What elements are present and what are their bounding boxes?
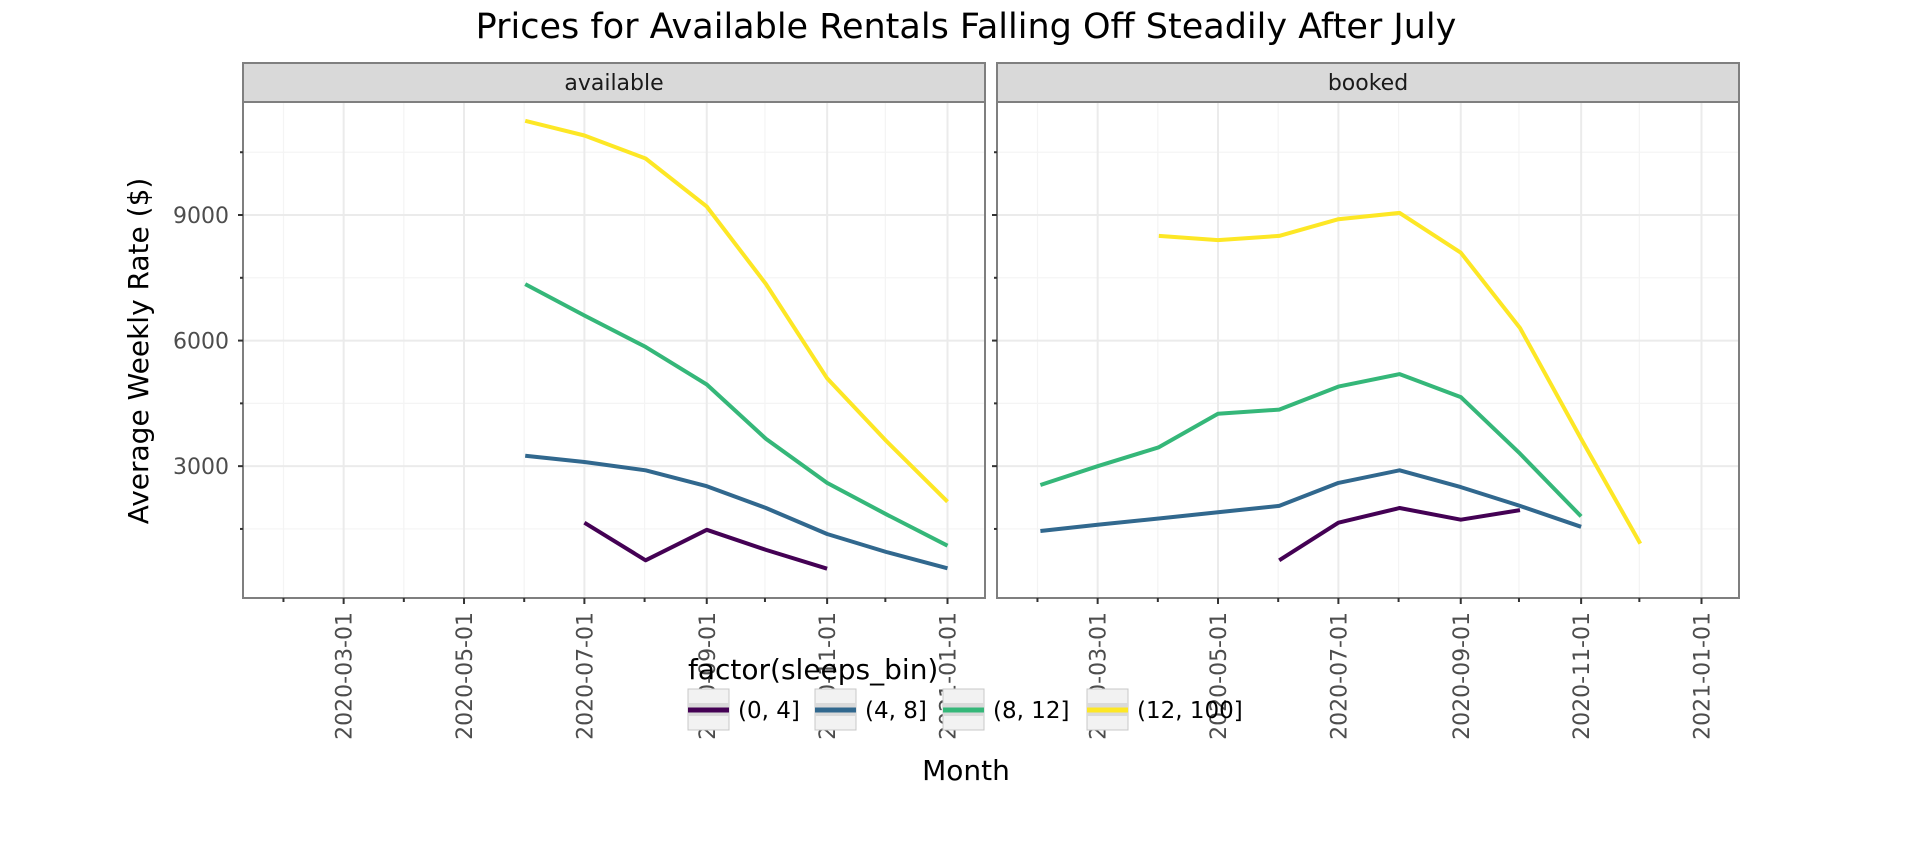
series-line-booked-12-100 [1158,210,1643,545]
facet-panels: available 3000 6000 9000 2020-03-01 2020-05-0… [173,62,1740,740]
facet-strip-label: available [564,71,663,96]
series-line-available-4-8 [524,453,949,571]
y-tick-label: 6000 [173,330,229,355]
facet-strip-label: booked [1328,71,1408,96]
series-line-booked-8-12 [1039,372,1583,518]
facet-strip [996,62,1740,103]
series-line-available-0-4 [583,520,828,571]
panel-background [243,102,985,598]
y-tick-label: 3000 [173,455,229,480]
x-tick-label: 2020-07-01 [573,612,598,740]
chart-title: Prices for Available Rentals Falling Off… [476,7,1457,47]
series-line-booked-0-4 [1278,506,1521,562]
legend-item-8-12: (8, 12] [942,688,1069,731]
x-tick-label: 2020-11-01 [1570,612,1595,740]
legend-label: (8, 12] [993,698,1069,724]
series-line-available-12-100 [524,118,949,504]
legend-label: (12, 100] [1137,698,1243,724]
legend-item-12-100: (12, 100] [1086,688,1243,731]
x-tick-label: 2020-03-01 [333,612,358,740]
x-tick-label: 2020-05-01 [1207,612,1232,740]
x-tick-label: 2020-07-01 [1327,612,1352,740]
legend-item-0-4: (0, 4] [687,688,800,731]
legend-label: (4, 8] [865,698,927,724]
x-tick-label: 2020-09-01 [1450,612,1475,740]
y-tick-label: 9000 [173,204,229,229]
series-line-booked-4-8 [1040,468,1582,533]
y-axis-title: Average Weekly Rate ($) [122,178,155,525]
facet-strip [242,62,986,103]
legend-label: (0, 4] [738,698,800,724]
legend: factor(sleeps_bin) (0, 4] (4, 8] (8, 12] (1… [687,653,1243,731]
panel-border [242,101,986,599]
series-line-available-8-12 [524,282,949,548]
legend-title: factor(sleeps_bin) [688,653,938,686]
legend-item-4-8: (4, 8] [814,688,927,731]
facet-available: available 3000 6000 9000 2020-03-01 2020-05-0… [173,62,986,740]
x-axis-title: Month [922,754,1010,787]
panel-border [996,101,1740,599]
x-tick-label: 2020-05-01 [453,612,478,740]
x-tick-label: 2021-01-01 [1691,612,1716,740]
